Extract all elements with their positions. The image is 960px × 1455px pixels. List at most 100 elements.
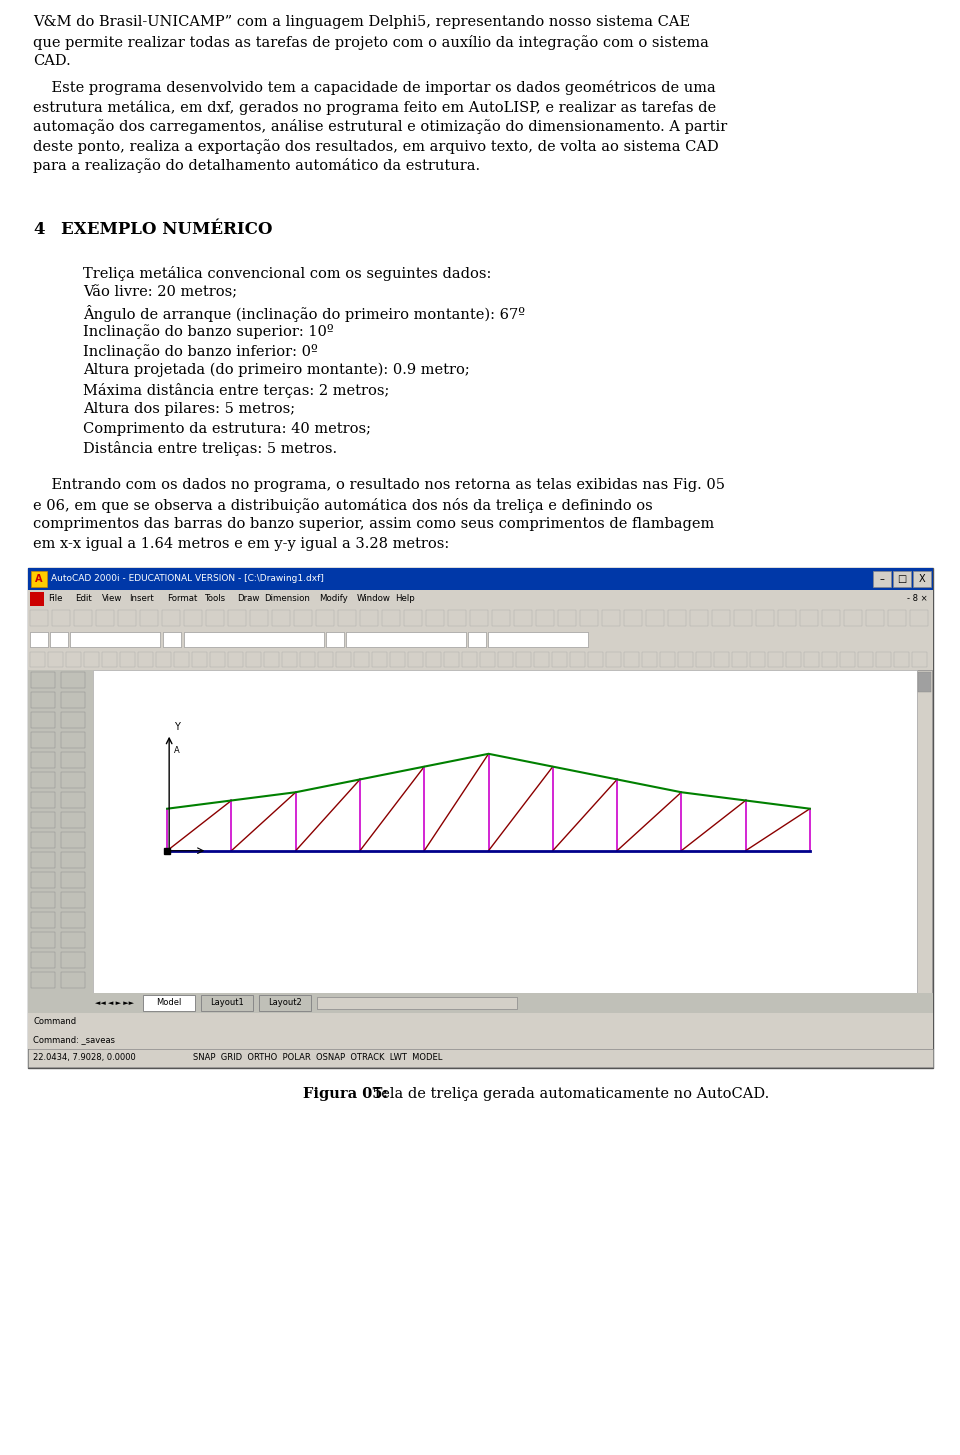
- Bar: [31, 691, 55, 707]
- Bar: [714, 652, 729, 666]
- Bar: [910, 610, 928, 626]
- Bar: [61, 771, 85, 787]
- Bar: [61, 752, 85, 768]
- Bar: [61, 732, 85, 748]
- Bar: [210, 652, 225, 666]
- Bar: [102, 652, 117, 666]
- Bar: [756, 610, 774, 626]
- Text: File: File: [48, 594, 62, 604]
- Bar: [31, 771, 55, 787]
- Bar: [70, 631, 160, 647]
- Bar: [300, 652, 315, 666]
- Bar: [514, 610, 532, 626]
- Bar: [570, 652, 585, 666]
- Bar: [360, 610, 378, 626]
- Bar: [138, 652, 153, 666]
- Bar: [31, 672, 55, 688]
- Bar: [96, 610, 114, 626]
- Bar: [408, 652, 423, 666]
- Bar: [30, 610, 48, 626]
- Text: Insert: Insert: [129, 594, 154, 604]
- Bar: [844, 610, 862, 626]
- Bar: [893, 570, 911, 586]
- Bar: [462, 652, 477, 666]
- Bar: [326, 631, 344, 647]
- Bar: [184, 631, 324, 647]
- Text: Layout1: Layout1: [210, 998, 244, 1007]
- Bar: [31, 732, 55, 748]
- Bar: [250, 610, 268, 626]
- Bar: [66, 652, 81, 666]
- Text: Format: Format: [167, 594, 198, 604]
- Text: ◄◄ ◄ ► ►►: ◄◄ ◄ ► ►►: [95, 1000, 134, 1005]
- Bar: [61, 851, 85, 867]
- Bar: [696, 652, 711, 666]
- Text: que permite realizar todas as tarefas de projeto com o auxílio da integração com: que permite realizar todas as tarefas de…: [33, 35, 708, 49]
- Bar: [822, 652, 837, 666]
- Text: Figura 05:: Figura 05:: [303, 1087, 389, 1101]
- Text: Command: _saveas: Command: _saveas: [33, 1036, 115, 1045]
- Bar: [778, 610, 796, 626]
- Bar: [28, 669, 93, 1013]
- Bar: [30, 592, 44, 605]
- Bar: [31, 711, 55, 728]
- Bar: [84, 652, 99, 666]
- Bar: [31, 931, 55, 947]
- Bar: [768, 652, 783, 666]
- Bar: [31, 812, 55, 828]
- Bar: [246, 652, 261, 666]
- Bar: [660, 652, 675, 666]
- Bar: [61, 672, 85, 688]
- Bar: [28, 992, 933, 1013]
- Bar: [31, 570, 47, 586]
- Bar: [346, 631, 466, 647]
- Text: Tela de treliça gerada automaticamente no AutoCAD.: Tela de treliça gerada automaticamente n…: [369, 1087, 770, 1101]
- Text: Tools: Tools: [205, 594, 227, 604]
- Bar: [140, 610, 158, 626]
- Bar: [913, 570, 931, 586]
- Bar: [192, 652, 207, 666]
- Bar: [118, 610, 136, 626]
- Text: automação dos carregamentos, análise estrutural e otimização do dimensionamento.: automação dos carregamentos, análise est…: [33, 119, 728, 134]
- Bar: [642, 652, 657, 666]
- Bar: [272, 610, 290, 626]
- Text: Layout2: Layout2: [268, 998, 301, 1007]
- Bar: [28, 589, 933, 608]
- Text: - 8 ×: - 8 ×: [907, 594, 928, 604]
- Bar: [800, 610, 818, 626]
- Bar: [31, 832, 55, 848]
- Bar: [28, 567, 933, 589]
- Text: estrutura metálica, em dxf, gerados no programa feito em AutoLISP, e realizar as: estrutura metálica, em dxf, gerados no p…: [33, 100, 716, 115]
- Bar: [61, 711, 85, 728]
- Text: Edit: Edit: [75, 594, 92, 604]
- Bar: [28, 1049, 933, 1067]
- Bar: [28, 567, 933, 1068]
- Bar: [294, 610, 312, 626]
- Text: □: □: [898, 573, 906, 583]
- Bar: [580, 610, 598, 626]
- Bar: [858, 652, 873, 666]
- Bar: [201, 995, 253, 1011]
- Bar: [426, 610, 444, 626]
- Bar: [31, 972, 55, 988]
- Bar: [876, 652, 891, 666]
- Bar: [61, 972, 85, 988]
- Bar: [28, 608, 933, 630]
- Text: Vão livre: 20 metros;: Vão livre: 20 metros;: [83, 285, 237, 300]
- Bar: [120, 652, 135, 666]
- Text: Help: Help: [395, 594, 415, 604]
- Bar: [31, 912, 55, 928]
- Bar: [162, 610, 180, 626]
- Bar: [28, 630, 933, 650]
- Bar: [498, 652, 513, 666]
- Text: Draw: Draw: [237, 594, 260, 604]
- Bar: [444, 652, 459, 666]
- Text: Model: Model: [156, 998, 181, 1007]
- Bar: [912, 652, 927, 666]
- Bar: [31, 851, 55, 867]
- Bar: [31, 952, 55, 968]
- Text: X: X: [919, 573, 925, 583]
- Bar: [918, 672, 931, 691]
- Bar: [558, 610, 576, 626]
- Bar: [28, 1030, 933, 1049]
